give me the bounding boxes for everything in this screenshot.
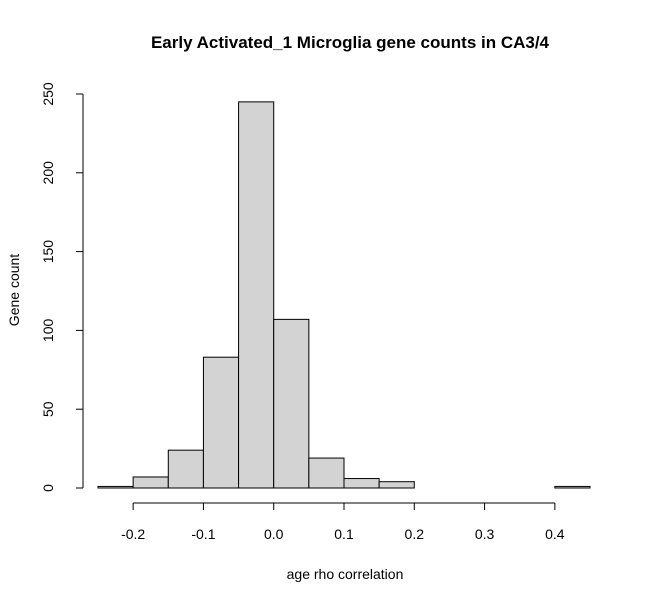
x-tick-label: 0.2 xyxy=(405,526,425,542)
x-tick-label: -0.2 xyxy=(121,526,145,542)
x-tick-label: -0.1 xyxy=(191,526,215,542)
x-axis: -0.2 -0.1 0.0 0.1 0.2 0.3 0.4 xyxy=(121,502,565,542)
y-tick-label: 50 xyxy=(40,401,56,417)
histogram-bar xyxy=(273,318,310,489)
y-tick-label: 100 xyxy=(40,319,56,343)
x-tick-label: 0.1 xyxy=(334,526,354,542)
x-tick-label: 0.4 xyxy=(545,526,565,542)
y-tick-label: 0 xyxy=(40,484,56,492)
histogram-bar xyxy=(554,485,591,489)
histogram-bar xyxy=(238,101,275,489)
bars-group xyxy=(97,101,591,489)
y-tick-label: 250 xyxy=(40,82,56,106)
histogram-bar xyxy=(97,485,134,489)
x-tick-label: 0.0 xyxy=(264,526,284,542)
histogram-bar xyxy=(343,478,380,489)
x-axis-title: age rho correlation xyxy=(287,566,404,582)
histogram-bar xyxy=(202,356,240,489)
histogram-bar xyxy=(132,476,169,489)
histogram-bar xyxy=(308,457,345,489)
chart-title: Early Activated_1 Microglia gene counts … xyxy=(151,33,550,52)
x-tick-label: 0.3 xyxy=(475,526,495,542)
y-axis-title: Gene count xyxy=(6,254,22,326)
y-tick-label: 150 xyxy=(40,240,56,264)
histogram-bar xyxy=(378,481,415,489)
histogram-bar xyxy=(167,449,204,489)
y-axis: 0 50 100 150 200 250 xyxy=(40,82,84,492)
y-tick-label: 200 xyxy=(40,161,56,185)
